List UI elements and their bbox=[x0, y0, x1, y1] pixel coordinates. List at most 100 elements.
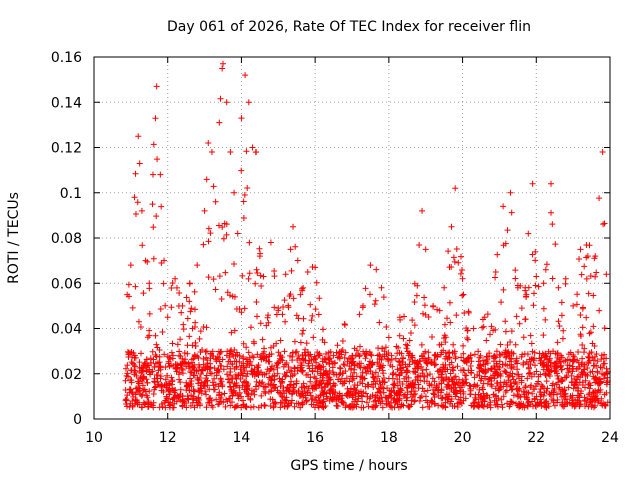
data-point bbox=[349, 352, 356, 359]
data-point bbox=[318, 384, 325, 391]
data-point bbox=[482, 366, 489, 373]
data-point bbox=[166, 391, 173, 398]
data-point bbox=[256, 245, 263, 252]
data-point bbox=[376, 365, 383, 372]
data-point bbox=[364, 381, 371, 388]
x-tick-label: 18 bbox=[380, 430, 398, 446]
data-point bbox=[595, 397, 602, 404]
data-point bbox=[509, 386, 516, 393]
data-point bbox=[520, 361, 527, 368]
data-point bbox=[431, 391, 438, 398]
data-point bbox=[409, 352, 416, 359]
data-point bbox=[592, 402, 599, 409]
data-point bbox=[553, 364, 560, 371]
data-point bbox=[404, 363, 411, 370]
data-point bbox=[535, 373, 542, 380]
data-point bbox=[549, 221, 556, 228]
data-point bbox=[245, 275, 252, 282]
data-point bbox=[162, 376, 169, 383]
data-point bbox=[418, 341, 425, 348]
data-point bbox=[357, 343, 364, 350]
data-point bbox=[480, 361, 487, 368]
data-point bbox=[508, 363, 515, 370]
data-point bbox=[241, 191, 248, 198]
data-point bbox=[262, 402, 269, 409]
data-point bbox=[215, 366, 222, 373]
data-point bbox=[151, 386, 158, 393]
data-point bbox=[307, 301, 314, 308]
data-point bbox=[209, 348, 216, 355]
data-point bbox=[178, 362, 185, 369]
data-point bbox=[483, 357, 490, 364]
data-point bbox=[285, 388, 292, 395]
data-point bbox=[537, 357, 544, 364]
data-point bbox=[131, 354, 138, 361]
data-point bbox=[522, 383, 529, 390]
data-point bbox=[439, 395, 446, 402]
data-point bbox=[163, 393, 170, 400]
data-point bbox=[277, 337, 284, 344]
data-point bbox=[253, 149, 260, 156]
data-point bbox=[222, 269, 229, 276]
data-point bbox=[589, 368, 596, 375]
data-point bbox=[246, 270, 253, 277]
data-point bbox=[402, 341, 409, 348]
data-point bbox=[586, 242, 593, 249]
data-point bbox=[460, 291, 467, 298]
data-point bbox=[537, 396, 544, 403]
data-point bbox=[315, 311, 322, 318]
data-point bbox=[310, 334, 317, 341]
data-point bbox=[358, 360, 365, 367]
data-point bbox=[125, 281, 132, 288]
data-point bbox=[601, 220, 608, 227]
data-point bbox=[345, 404, 352, 411]
data-point bbox=[394, 376, 401, 383]
data-point bbox=[586, 357, 593, 364]
data-point bbox=[163, 382, 170, 389]
data-point bbox=[302, 352, 309, 359]
data-point bbox=[499, 361, 506, 368]
x-tick-label: 24 bbox=[601, 430, 619, 446]
data-point bbox=[129, 390, 136, 397]
data-point bbox=[459, 377, 466, 384]
data-point bbox=[565, 351, 572, 358]
y-tick-label: 0.08 bbox=[51, 231, 82, 247]
data-point bbox=[371, 375, 378, 382]
data-point bbox=[502, 318, 509, 325]
data-point bbox=[149, 348, 156, 355]
data-point bbox=[172, 275, 179, 282]
data-point bbox=[472, 383, 479, 390]
data-point bbox=[596, 195, 603, 202]
data-point bbox=[399, 355, 406, 362]
data-point bbox=[341, 362, 348, 369]
data-point bbox=[587, 382, 594, 389]
data-point bbox=[203, 391, 210, 398]
data-point bbox=[200, 355, 207, 362]
data-point bbox=[570, 353, 577, 360]
data-point bbox=[446, 299, 453, 306]
data-point bbox=[139, 382, 146, 389]
data-point bbox=[535, 283, 542, 290]
data-point bbox=[600, 221, 607, 228]
data-point bbox=[527, 361, 534, 368]
data-point bbox=[579, 382, 586, 389]
data-point bbox=[597, 364, 604, 371]
data-point bbox=[241, 305, 248, 312]
data-point bbox=[581, 394, 588, 401]
data-point bbox=[577, 331, 584, 338]
data-point bbox=[312, 306, 319, 313]
data-point bbox=[484, 380, 491, 387]
data-point bbox=[131, 194, 138, 201]
data-point bbox=[293, 312, 300, 319]
data-point bbox=[186, 333, 193, 340]
data-point bbox=[312, 355, 319, 362]
data-point bbox=[189, 325, 196, 332]
data-point bbox=[436, 307, 443, 314]
data-point bbox=[316, 295, 323, 302]
data-point bbox=[559, 335, 566, 342]
data-point bbox=[169, 340, 176, 347]
data-point bbox=[244, 185, 251, 192]
data-point bbox=[308, 317, 315, 324]
data-point bbox=[599, 149, 606, 156]
data-point bbox=[210, 183, 217, 190]
